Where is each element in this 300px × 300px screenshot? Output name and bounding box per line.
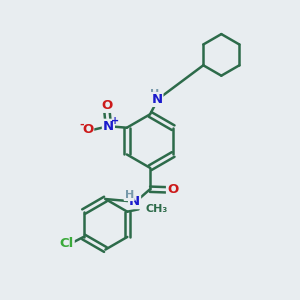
Text: N: N [151,93,162,106]
Text: N: N [129,195,140,208]
Text: CH₃: CH₃ [145,204,167,214]
Text: O: O [167,183,178,196]
Text: H: H [124,190,134,200]
Text: O: O [82,123,93,136]
Text: -: - [79,120,84,130]
Text: H: H [150,88,159,98]
Text: +: + [111,116,119,126]
Text: N: N [103,120,114,133]
Text: Cl: Cl [59,237,74,250]
Text: O: O [101,99,112,112]
